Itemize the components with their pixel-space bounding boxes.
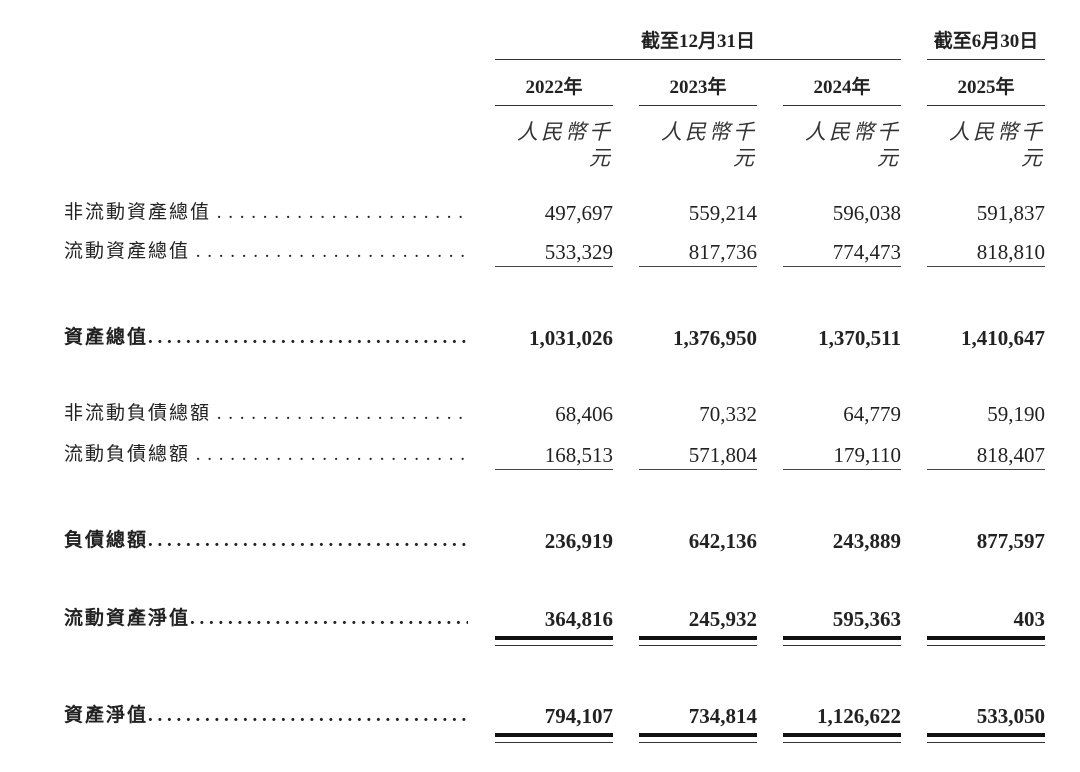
cell-value: 245,932 [688,607,757,631]
cell-value: 1,031,026 [529,326,613,350]
table-row: 流動資產總值 533,329 817,736 774,473 818,810 [0,238,1080,267]
cell-value: 818,407 [927,441,1045,470]
cell-value: 179,110 [783,441,901,470]
table-row: 非流動負債總額 68,406 70,332 64,779 59,190 [0,400,1080,428]
row-label: 非流動負債總額 [64,400,468,428]
cell-value: 70,332 [699,402,757,426]
cell-value: 1,376,950 [673,326,757,350]
cell-value: 403 [1013,607,1046,631]
cell-value: 243,889 [832,529,901,553]
row-label: 資產總值 [64,324,468,352]
table-row-total: 流動資產淨值 364,816 245,932 595,363 403 [0,605,1080,633]
year-header: 2024年 [783,76,901,106]
double-underline [783,733,901,743]
double-underline [495,733,613,743]
table-row: 非流動資產總值 497,697 559,214 596,038 591,837 [0,199,1080,227]
cell-value: 1,410,647 [961,326,1045,350]
cell-value: 64,779 [843,402,901,426]
cell-value: 168,513 [495,441,613,470]
table-row: 流動負債總額 168,513 571,804 179,110 818,407 [0,441,1080,470]
row-label: 流動資產淨值 [64,605,468,633]
row-label: 流動資產總值 [64,238,468,266]
cell-value: 559,214 [688,201,757,225]
cell-value: 1,370,511 [818,326,901,350]
row-label: 負債總額 [64,527,468,555]
double-underline [927,636,1045,646]
double-underline [495,636,613,646]
double-underline [927,733,1045,743]
unit-label: 人民幣千元 [517,120,613,170]
cell-value: 877,597 [976,529,1045,553]
unit-label: 人民幣千元 [661,120,757,170]
cell-value: 794,107 [544,704,613,728]
double-underline [639,636,757,646]
double-underline [783,636,901,646]
row-label: 非流動資產總值 [64,199,468,227]
period-header-dec31: 截至12月31日 [495,30,901,60]
cell-value: 236,919 [544,529,613,553]
row-label: 流動負債總額 [64,441,468,469]
cell-value: 596,038 [832,201,901,225]
table-row-total: 資產淨值 794,107 734,814 1,126,622 533,050 [0,702,1080,730]
cell-value: 68,406 [555,402,613,426]
cell-value: 59,190 [987,402,1045,426]
cell-value: 591,837 [976,201,1045,225]
row-label: 資產淨值 [64,702,468,730]
cell-value: 818,810 [927,238,1045,267]
cell-value: 774,473 [783,238,901,267]
cell-value: 571,804 [639,441,757,470]
period-header-jun30: 截至6月30日 [927,30,1045,60]
year-header: 2025年 [927,76,1045,106]
cell-value: 734,814 [688,704,757,728]
double-underline [639,733,757,743]
unit-label: 人民幣千元 [805,120,901,170]
cell-value: 817,736 [639,238,757,267]
cell-value: 497,697 [544,201,613,225]
year-header: 2023年 [639,76,757,106]
table-row-total: 資產總值 1,031,026 1,376,950 1,370,511 1,410… [0,324,1080,352]
cell-value: 642,136 [688,529,757,553]
year-header: 2022年 [495,76,613,106]
cell-value: 364,816 [544,607,613,631]
cell-value: 1,126,622 [817,704,901,728]
cell-value: 595,363 [832,607,901,631]
unit-label: 人民幣千元 [949,120,1045,170]
cell-value: 533,329 [495,238,613,267]
cell-value: 533,050 [976,704,1045,728]
table-row-total: 負債總額 236,919 642,136 243,889 877,597 [0,527,1080,555]
